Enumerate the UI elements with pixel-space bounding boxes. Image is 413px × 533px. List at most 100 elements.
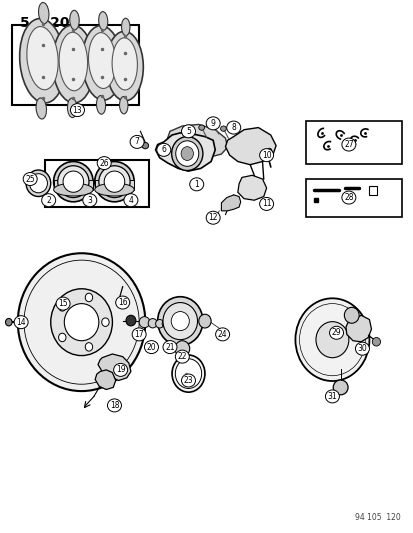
Text: 17: 17	[134, 330, 144, 339]
Ellipse shape	[155, 319, 164, 328]
Ellipse shape	[42, 193, 55, 207]
Ellipse shape	[70, 103, 84, 117]
Ellipse shape	[64, 304, 99, 341]
Ellipse shape	[198, 314, 211, 328]
Bar	[12, 25, 139, 105]
Ellipse shape	[325, 390, 339, 403]
Polygon shape	[98, 354, 131, 381]
Ellipse shape	[344, 308, 358, 323]
Text: 10: 10	[261, 151, 271, 160]
Polygon shape	[155, 133, 215, 171]
Ellipse shape	[130, 135, 144, 148]
Ellipse shape	[88, 33, 116, 88]
Ellipse shape	[95, 183, 134, 196]
Text: 24: 24	[217, 330, 227, 339]
Polygon shape	[95, 370, 115, 390]
Ellipse shape	[95, 161, 134, 202]
Text: 26: 26	[99, 159, 109, 167]
Text: 15: 15	[58, 299, 68, 308]
Ellipse shape	[27, 27, 58, 90]
Ellipse shape	[123, 193, 138, 207]
Text: 23: 23	[183, 376, 193, 385]
Text: 14: 14	[16, 318, 26, 327]
Text: 27: 27	[343, 140, 353, 149]
Text: 4: 4	[128, 196, 133, 205]
Ellipse shape	[181, 374, 195, 387]
Text: 16: 16	[118, 298, 127, 307]
Text: 5: 5	[185, 127, 190, 136]
Bar	[95, 180, 134, 190]
Ellipse shape	[206, 117, 220, 130]
Ellipse shape	[171, 312, 189, 330]
Bar	[305, 179, 401, 217]
Ellipse shape	[315, 321, 348, 358]
Text: 18: 18	[109, 401, 119, 410]
Text: 1: 1	[194, 180, 199, 189]
Polygon shape	[166, 124, 227, 157]
Ellipse shape	[180, 147, 193, 160]
Ellipse shape	[355, 342, 368, 355]
Ellipse shape	[163, 341, 176, 353]
Text: 3: 3	[87, 196, 92, 205]
Text: 29: 29	[331, 328, 341, 337]
Ellipse shape	[220, 126, 226, 131]
Ellipse shape	[132, 328, 146, 341]
Ellipse shape	[157, 297, 202, 345]
Ellipse shape	[19, 19, 65, 103]
Text: 30: 30	[357, 344, 366, 353]
Ellipse shape	[119, 96, 128, 114]
Ellipse shape	[57, 166, 89, 198]
Ellipse shape	[176, 141, 198, 166]
Ellipse shape	[112, 38, 137, 90]
Ellipse shape	[175, 359, 201, 389]
Ellipse shape	[175, 350, 189, 363]
Ellipse shape	[18, 253, 145, 391]
Ellipse shape	[171, 136, 202, 171]
Text: 6: 6	[161, 146, 166, 155]
Text: 5−120: 5−120	[20, 16, 70, 30]
Ellipse shape	[341, 138, 355, 151]
Ellipse shape	[38, 3, 49, 23]
Ellipse shape	[142, 142, 148, 149]
Ellipse shape	[102, 318, 109, 326]
Text: 94 105  120: 94 105 120	[354, 513, 399, 522]
Ellipse shape	[295, 298, 368, 381]
Ellipse shape	[371, 337, 380, 346]
Text: 11: 11	[261, 199, 271, 208]
Text: 19: 19	[116, 366, 125, 374]
Ellipse shape	[116, 300, 121, 306]
Bar	[368, 186, 376, 196]
Ellipse shape	[148, 319, 157, 328]
Ellipse shape	[51, 289, 112, 356]
Ellipse shape	[172, 355, 204, 392]
Ellipse shape	[259, 149, 273, 161]
Ellipse shape	[107, 399, 121, 412]
Ellipse shape	[104, 171, 124, 192]
Ellipse shape	[5, 318, 12, 326]
Text: 12: 12	[208, 213, 217, 222]
Ellipse shape	[162, 320, 169, 328]
Ellipse shape	[23, 173, 37, 185]
Ellipse shape	[266, 148, 271, 154]
Text: 7: 7	[134, 138, 139, 147]
Text: 28: 28	[343, 193, 353, 202]
Text: 9: 9	[210, 119, 215, 128]
Ellipse shape	[97, 157, 111, 169]
Polygon shape	[225, 127, 275, 165]
Text: 8: 8	[231, 123, 235, 132]
Ellipse shape	[69, 10, 79, 30]
Ellipse shape	[85, 293, 93, 302]
Ellipse shape	[52, 25, 94, 103]
Ellipse shape	[58, 333, 66, 342]
Ellipse shape	[29, 174, 47, 193]
Ellipse shape	[157, 143, 171, 156]
Ellipse shape	[99, 166, 130, 198]
Ellipse shape	[198, 125, 204, 130]
Ellipse shape	[226, 121, 240, 134]
Text: 25: 25	[25, 174, 35, 183]
Polygon shape	[345, 316, 370, 342]
Ellipse shape	[206, 211, 220, 224]
Text: 13: 13	[72, 106, 82, 115]
Polygon shape	[237, 175, 266, 200]
Ellipse shape	[58, 303, 66, 311]
